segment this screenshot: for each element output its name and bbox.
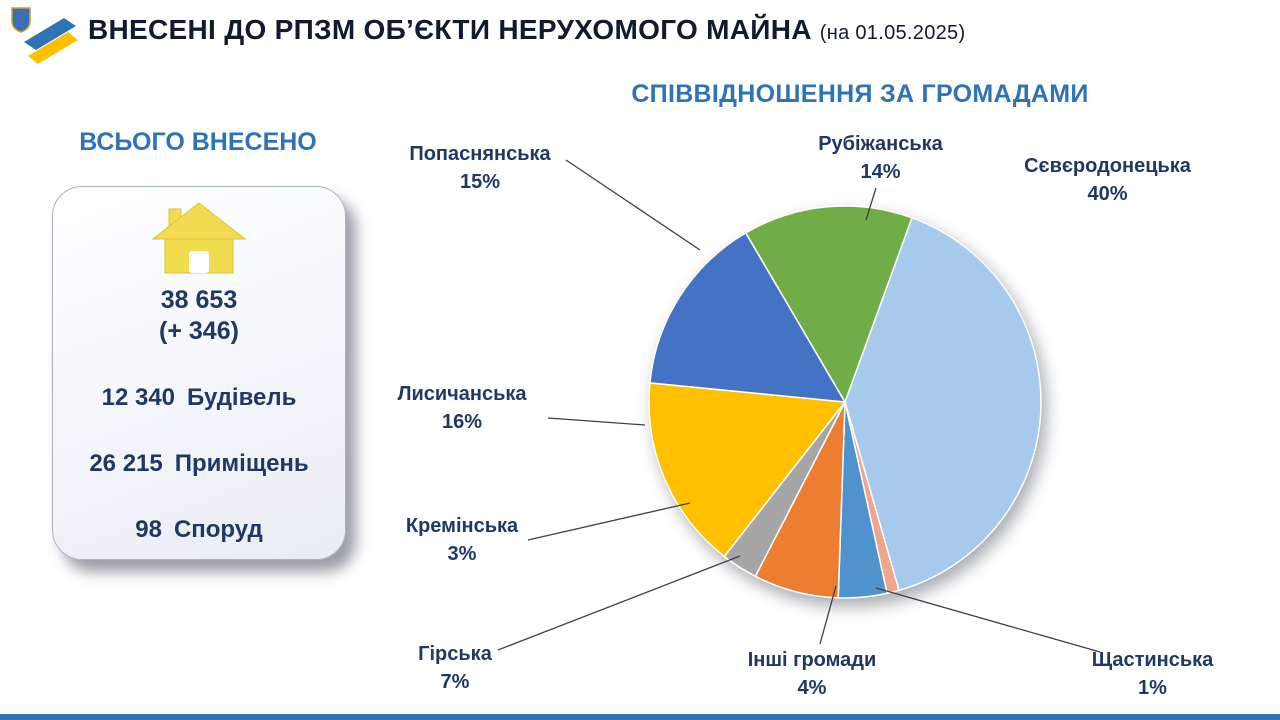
pie-label-rubizhanska: Рубіжанська 14% <box>818 133 943 183</box>
leader-line-rubizhanska <box>865 187 877 221</box>
leader-lines <box>497 159 1101 653</box>
pie-slice-rubizhanska <box>744 205 913 404</box>
pie-label-kreminska: Кремінська 3% <box>405 515 519 565</box>
buildings-value: 12 340 <box>101 384 176 411</box>
pie-label-hirska: Гірська 7% <box>418 643 492 693</box>
leader-line-lysychanska <box>547 417 646 426</box>
house-icon <box>151 201 247 282</box>
total-count: 38 653 <box>160 286 238 314</box>
summary-rows: 12 340 Будівель 26 215 Приміщень 98 Спор… <box>89 364 308 544</box>
page-title-text: ВНЕСЕНІ ДО РПЗМ ОБ’ЄКТИ НЕРУХОМОГО МАЙНА <box>88 14 812 45</box>
total-delta: (+ 346) <box>159 317 239 345</box>
page-title: ВНЕСЕНІ ДО РПЗМ ОБ’ЄКТИ НЕРУХОМОГО МАЙНА… <box>88 14 965 46</box>
org-logo <box>11 7 78 64</box>
pie-slice-lysychanska <box>648 382 847 558</box>
pie-label-lysychanska: Лисичанська 16% <box>397 383 527 433</box>
pie-label-shchastynska: Щастинська 1% <box>1091 649 1214 699</box>
summary-card: 38 653 (+ 346) 12 340 Будівель 26 215 Пр… <box>52 186 346 560</box>
premises-label: Приміщень <box>174 450 309 477</box>
structures-value: 98 <box>135 516 162 543</box>
pie-label-sieverodonetska: Сєвєродонецька 40% <box>1024 155 1191 205</box>
structures-label: Споруд <box>173 516 263 543</box>
pie-slice-sieverodonetska <box>844 216 1042 592</box>
summary-row: 26 215 Приміщень <box>89 450 308 478</box>
leader-line-hirska <box>497 555 741 651</box>
summary-heading: ВСЬОГО ВНЕСЕНО <box>79 128 317 156</box>
summary-row: 12 340 Будівель <box>102 384 297 412</box>
chart-title: СПІВВІДНОШЕННЯ ЗА ГРОМАДАМИ <box>631 80 1089 108</box>
leader-line-shchastynska <box>875 587 1101 653</box>
pie-label-popasnianska: Попаснянська 15% <box>409 143 551 193</box>
flag-ribbon-blue <box>24 18 76 50</box>
leader-line-inshi-hromady <box>819 585 837 645</box>
coat-of-arms-icon <box>11 7 31 33</box>
buildings-label: Будівель <box>187 384 297 411</box>
leader-line-kreminska <box>527 502 691 541</box>
pie-label-inshi-hromady: Інші громади 4% <box>747 649 877 699</box>
premises-value: 26 215 <box>89 450 163 477</box>
footer-accent-bar <box>0 714 1280 720</box>
summary-row: 98 Споруд <box>135 516 263 544</box>
flag-ribbon-yellow <box>28 32 78 64</box>
leader-line-popasnianska <box>565 159 701 251</box>
date-note: (на 01.05.2025) <box>819 22 966 44</box>
pie-slice-popasnianska <box>649 231 847 403</box>
